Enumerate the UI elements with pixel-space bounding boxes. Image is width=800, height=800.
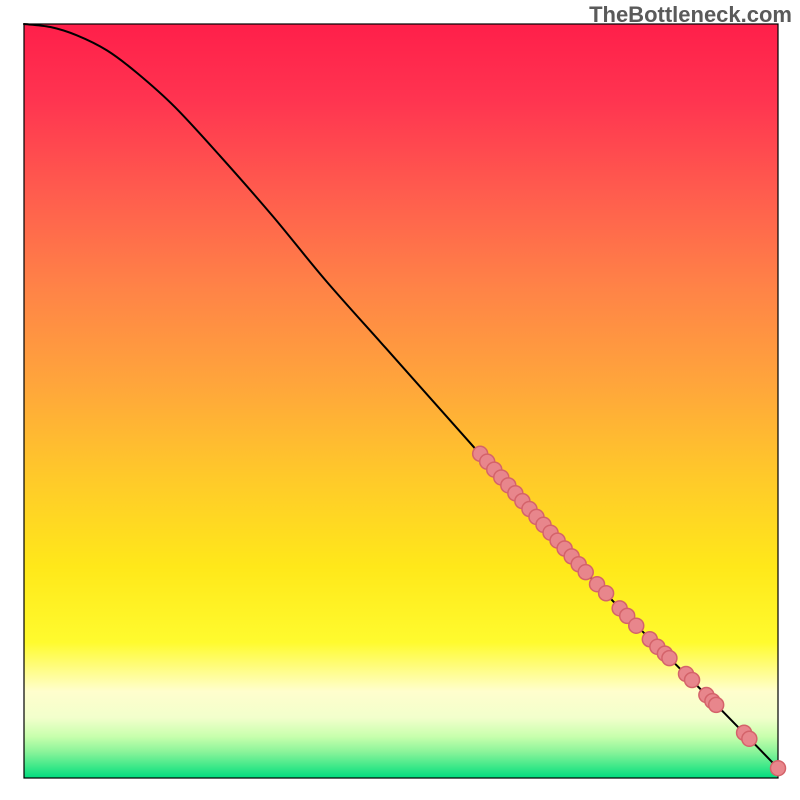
data-point	[742, 731, 757, 746]
data-point	[662, 651, 677, 666]
chart-container: TheBottleneck.com	[0, 0, 800, 800]
data-point	[578, 565, 593, 580]
data-point	[771, 761, 786, 776]
data-point	[599, 586, 614, 601]
bottleneck-chart	[0, 0, 800, 800]
watermark-text: TheBottleneck.com	[589, 2, 792, 28]
data-point	[685, 672, 700, 687]
data-point	[629, 618, 644, 633]
data-point	[709, 697, 724, 712]
